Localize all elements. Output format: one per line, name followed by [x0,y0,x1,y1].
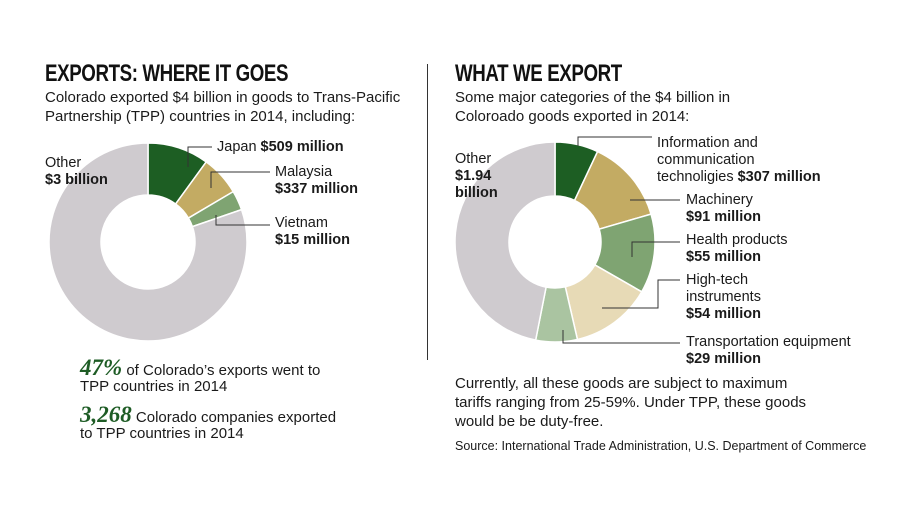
label-value: $3 billion [45,172,108,188]
label-name: High-tech [686,272,749,288]
right-subtitle-line: Some major categories of the $4 billion … [455,89,731,106]
label-value: $54 million [686,306,761,322]
label-name: instruments [686,289,761,305]
left-subtitle-line: Partnership (TPP) countries in 2014, inc… [45,108,356,125]
donut-slice-other [454,141,556,341]
label-value: $509 million [260,139,344,155]
label-transport: Transportation equipment $29 million [686,334,851,368]
left-subtitle: Colorado exported $4 billion in goods to… [45,88,400,126]
label-value: $337 million [275,181,359,197]
leader-line-japan [187,146,212,167]
label-ict: Information and communication technoligies… [657,135,821,186]
stat-share-value: 47% [80,355,123,380]
label-malaysia: Malaysia $337 million [275,164,358,198]
label-value: $91 million [686,209,761,225]
leader-line-malaysia [210,171,270,188]
leader-line-health [631,241,680,257]
stat-companies-text: Colorado companies exported [135,409,337,426]
panel-divider [427,64,428,360]
label-vietnam: Vietnam $15 million [275,215,350,249]
left-subtitle-line: Colorado exported $4 billion in goods to… [45,89,401,106]
stat-share-text: of Colorado’s exports went to [126,362,321,379]
label-japan: Japan $509 million [217,139,344,156]
stat-companies-value: 3,268 [80,402,132,427]
label-name: Japan [217,139,257,155]
label-name: Vietnam [275,215,328,231]
leader-line-vietnam [215,215,270,226]
right-subtitle: Some major categories of the $4 billion … [455,88,730,126]
label-value: $29 million [686,351,761,367]
leader-line-transport [562,330,680,344]
donut-chart-right [454,141,656,343]
right-title: WHAT WE EXPORT [455,60,622,87]
stat-companies: 3,268 Colorado companies exported to TPP… [80,402,337,443]
label-value: $15 million [275,232,350,248]
label-hightech: High-tech instruments $54 million [686,272,761,323]
stat-share: 47% of Colorado’s exports went to TPP co… [80,355,321,396]
label-other-left: Other $3 billion [45,155,108,189]
label-other-right: Other $1.94 billion [455,151,498,202]
label-name: Information and [657,135,758,151]
label-value: $1.94 [455,168,492,184]
leader-lines [187,136,680,344]
label-name: Health products [686,232,788,248]
label-name: Other [45,155,82,171]
label-name: technoligies [657,169,734,185]
label-name: Machinery [686,192,753,208]
label-name: Transportation equipment [686,334,851,350]
tariff-note-line: tariffs ranging from 25-59%. Under TPP, … [455,394,807,411]
donut-slice-other [48,142,248,342]
label-name: Malaysia [275,164,333,180]
label-value: $307 million [737,169,821,185]
leader-line-ict [577,136,652,146]
source-note: Source: International Trade Administrati… [455,439,867,453]
left-title: EXPORTS: WHERE IT GOES [45,60,289,87]
stat-share-text: TPP countries in 2014 [80,378,228,395]
label-name: communication [657,152,755,168]
label-machinery: Machinery $91 million [686,192,761,226]
right-subtitle-line: Coloroado goods exported in 2014: [455,108,690,125]
tariff-note-line: Currently, all these goods are subject t… [455,375,788,392]
tariff-note-line: would be be duty-free. [455,413,604,430]
label-health: Health products $55 million [686,232,788,266]
stat-companies-text: to TPP countries in 2014 [80,425,244,442]
label-name: Other [455,151,492,167]
label-value: $55 million [686,249,761,265]
label-value: billion [455,185,498,201]
tariff-note: Currently, all these goods are subject t… [455,374,806,431]
donut-chart-left [48,142,248,342]
leader-line-hightech [602,279,680,309]
